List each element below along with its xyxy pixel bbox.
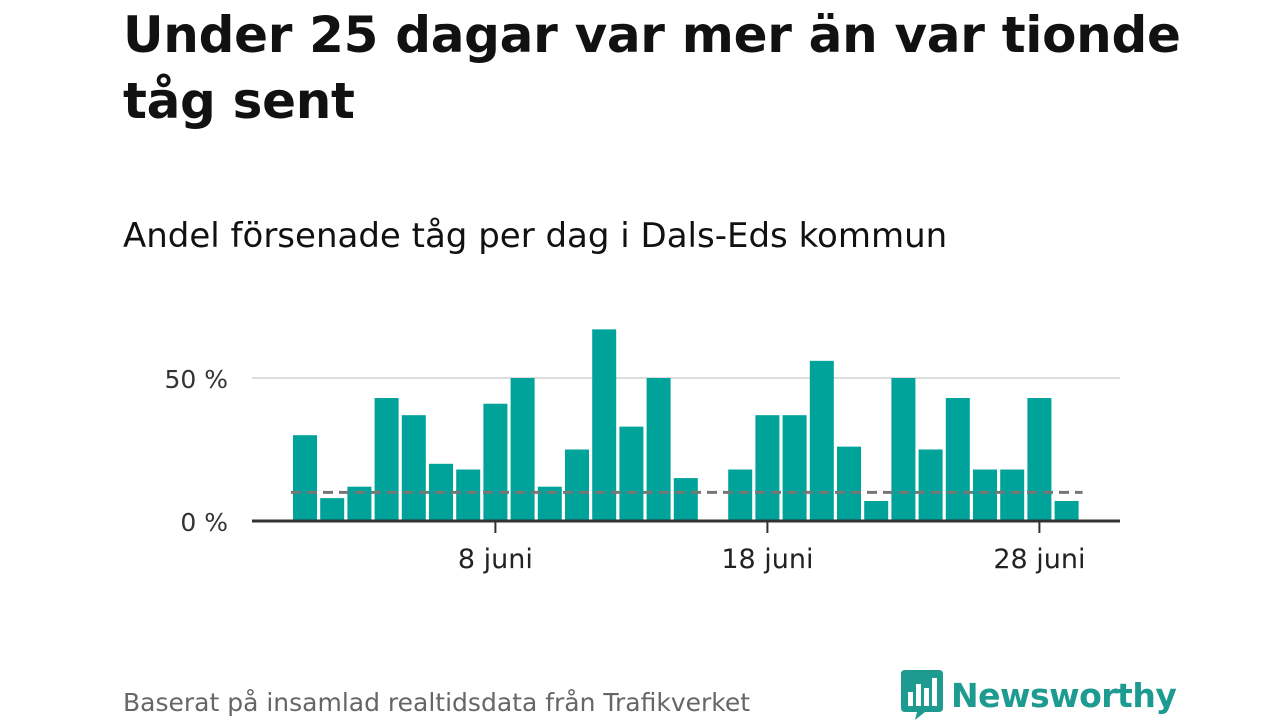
bar: [728, 469, 753, 521]
newsworthy-logo: Newsworthy: [901, 670, 1177, 720]
bar: [456, 469, 481, 521]
bar: [619, 426, 644, 521]
bar: [918, 449, 943, 521]
bar: [483, 403, 508, 521]
bar: [1027, 398, 1052, 521]
bar: [673, 478, 698, 521]
bar: [374, 398, 399, 521]
x-tick-label: 8 juni: [458, 544, 533, 575]
bar: [1054, 500, 1079, 521]
bar: [293, 435, 317, 521]
bar: [646, 378, 671, 521]
bar: [755, 415, 780, 521]
chart-title: Under 25 dagar var mer än var tionde tåg…: [123, 6, 1181, 130]
bar: [864, 500, 889, 521]
bar: [401, 415, 426, 521]
y-tick-label: 50 %: [164, 365, 228, 394]
brand-name: Newsworthy: [951, 675, 1177, 715]
bar: [809, 360, 834, 521]
bar: [891, 378, 916, 521]
y-tick-label: 0 %: [180, 508, 228, 537]
bar: [320, 498, 345, 521]
chart-subtitle: Andel försenade tåg per dag i Dals-Eds k…: [123, 216, 948, 256]
source-note: Baserat på insamlad realtidsdata från Tr…: [123, 688, 751, 717]
x-tick-label: 18 juni: [721, 544, 813, 575]
bar: [1000, 469, 1025, 521]
x-tick-label: 28 juni: [993, 544, 1085, 575]
bar: [945, 398, 970, 521]
bar: [592, 329, 617, 521]
bar: [973, 469, 997, 521]
bar: [565, 449, 589, 521]
bar-chart-speech-bubble-icon: [901, 670, 943, 720]
bar: [782, 415, 807, 521]
bar: [837, 446, 861, 521]
bar-chart: 0 % 50 % 8 juni 18 juni 28 juni: [164, 329, 1120, 575]
bar: [510, 378, 535, 521]
